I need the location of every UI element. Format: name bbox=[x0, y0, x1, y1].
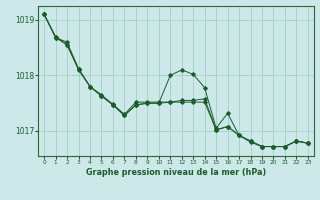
X-axis label: Graphe pression niveau de la mer (hPa): Graphe pression niveau de la mer (hPa) bbox=[86, 168, 266, 177]
